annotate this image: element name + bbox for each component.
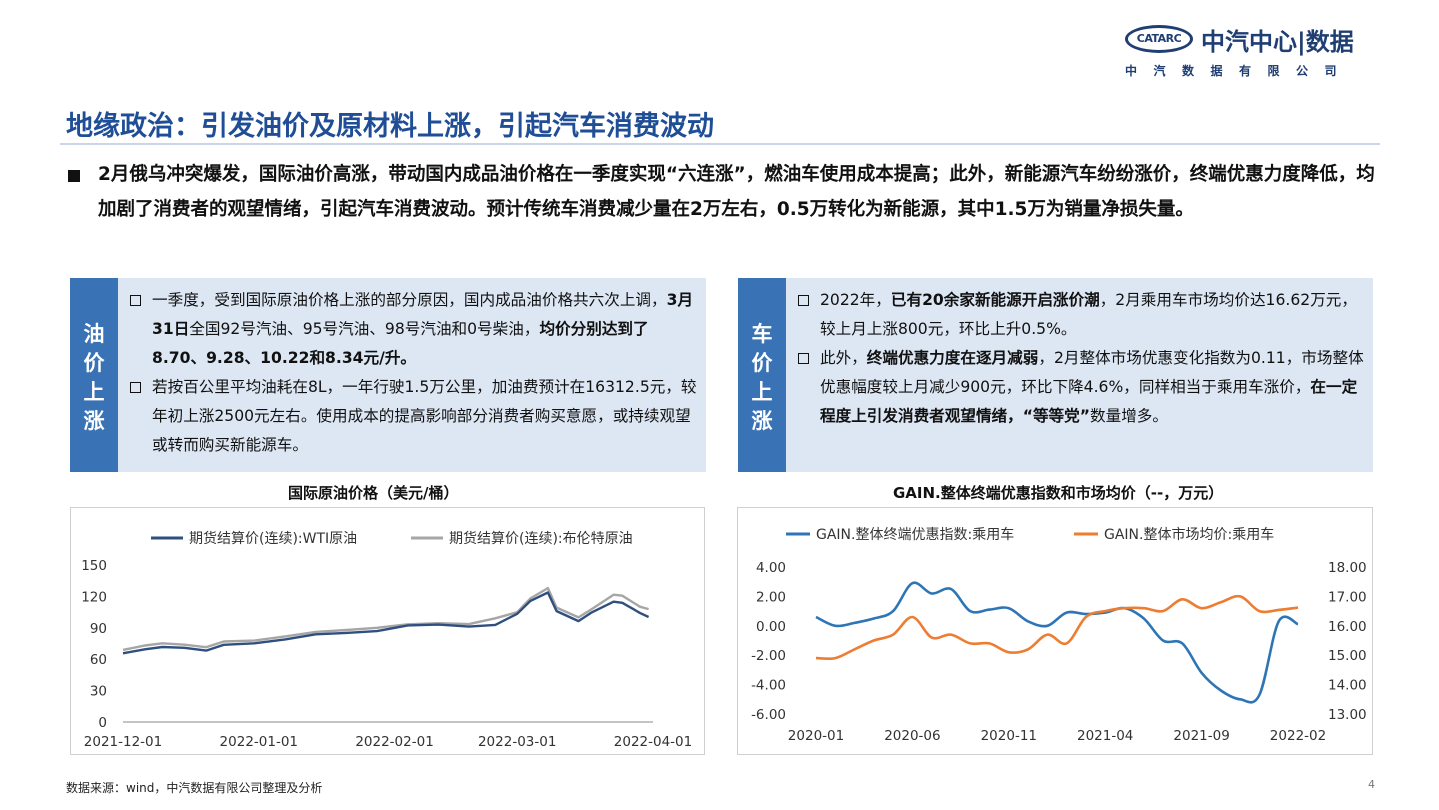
gain-chart-title: GAIN.整体终端优惠指数和市场均价（--，万元）: [893, 484, 1224, 502]
x-tick-label: 2021-09: [1173, 728, 1229, 744]
right-y-tick-label: 14.00: [1328, 678, 1367, 694]
x-tick-label: 2022-04-01: [614, 734, 692, 750]
y-tick-label: 60: [90, 652, 107, 668]
left-y-tick-label: -2.00: [751, 648, 786, 664]
emphasis-text: 在一定程度上引发消费者观望情绪，“等等党”: [820, 378, 1358, 425]
right-y-tick-label: 13.00: [1328, 707, 1367, 723]
car-panel-sidebar: 车 价 上 涨: [738, 278, 786, 472]
intro-paragraph: 2月俄乌冲突爆发，国际油价高涨，带动国内成品油价格在一季度实现“六连涨”，燃油车…: [98, 164, 1375, 220]
brand-name: 中汽中心|数据: [1201, 28, 1354, 56]
y-tick-label: 150: [81, 558, 107, 574]
legend-label: 期货结算价(连续):WTI原油: [189, 530, 357, 547]
series-line-0: [122, 591, 650, 655]
legend-label: 期货结算价(连续):布伦特原油: [449, 530, 633, 547]
emphasis-text: 已有20余家新能源开启涨价潮: [890, 291, 1100, 309]
square-bullet-icon: [68, 170, 80, 182]
checkbox-bullet-icon: [130, 295, 141, 306]
text: 数量增多。: [1090, 407, 1168, 425]
checkbox-bullet-icon: [130, 382, 141, 393]
side-char: 上: [83, 380, 105, 404]
right-y-tick-label: 17.00: [1328, 589, 1367, 605]
x-tick-label: 2021-12-01: [84, 734, 162, 750]
x-tick-label: 2022-02-01: [355, 734, 433, 750]
page-number: 4: [1368, 778, 1375, 791]
text: 若按百公里平均油耗在8L，一年行驶1.5万公里，加油费预计在16312.5元，较…: [152, 378, 697, 454]
left-y-tick-label: -6.00: [751, 707, 786, 723]
series-line-0: [815, 581, 1299, 704]
oil-price-panel: 油 价 上 涨 一季度，受到国际原油价格上涨的部分原因，国内成品油价格共六次上调…: [70, 278, 706, 472]
x-tick-label: 2020-11: [981, 728, 1037, 744]
x-tick-label: 2020-01: [788, 728, 844, 744]
left-y-tick-label: 2.00: [756, 589, 786, 605]
series-line-1: [122, 586, 649, 652]
checkbox-bullet-icon: [798, 353, 809, 364]
left-y-tick-label: 4.00: [756, 560, 786, 576]
car-price-panel: 车 价 上 涨 2022年，已有20余家新能源开启涨价潮，2月乘用车市场均价达1…: [738, 278, 1373, 472]
x-tick-label: 2022-03-01: [478, 734, 556, 750]
oil-panel-body: 一季度，受到国际原油价格上涨的部分原因，国内成品油价格共六次上调，3月31日全国…: [130, 286, 698, 460]
company-subtitle: 中汽数据有限公司: [1125, 64, 1354, 78]
y-tick-label: 0: [98, 715, 107, 731]
catarc-logo-mark: CATARC: [1125, 25, 1193, 53]
car-panel-label: 车 价 上 涨: [738, 320, 786, 436]
gain-chart-frame: 4.00 2.00 0.00 -2.00 -4.00 -6.00 18.00 17.00 16.…: [737, 507, 1373, 755]
car-panel-body: 2022年，已有20余家新能源开启涨价潮，2月乘用车市场均价达16.62万元，较…: [798, 286, 1366, 431]
car-point-1: 2022年，已有20余家新能源开启涨价潮，2月乘用车市场均价达16.62万元，较…: [798, 286, 1366, 344]
series-line-1: [815, 594, 1299, 661]
x-tick-label: 2021-04: [1077, 728, 1133, 744]
y-tick-label: 30: [90, 684, 107, 700]
x-tick-label: 2022-01-01: [220, 734, 298, 750]
oil-panel-label: 油 价 上 涨: [70, 320, 118, 436]
side-char: 车: [751, 322, 773, 346]
oil-point-1: 一季度，受到国际原油价格上涨的部分原因，国内成品油价格共六次上调，3月31日全国…: [130, 286, 698, 373]
checkbox-bullet-icon: [798, 295, 809, 306]
side-char: 涨: [751, 409, 773, 433]
text: 此外，: [820, 349, 867, 367]
legend-label: GAIN.整体终端优惠指数:乘用车: [816, 526, 1014, 543]
right-y-tick-label: 15.00: [1328, 648, 1367, 664]
oil-panel-sidebar: 油 价 上 涨: [70, 278, 118, 472]
oil-point-2: 若按百公里平均油耗在8L，一年行驶1.5万公里，加油费预计在16312.5元，较…: [130, 373, 698, 460]
y-tick-label: 120: [81, 589, 107, 605]
y-tick-label: 90: [90, 621, 107, 637]
page-title: 地缘政治：引发油价及原材料上涨，引起汽车消费波动: [66, 111, 714, 142]
data-source-note: 数据来源：wind，中汽数据有限公司整理及分析: [66, 781, 323, 795]
text: 一季度，受到国际原油价格上涨的部分原因，国内成品油价格共六次上调，: [152, 291, 667, 309]
text: ，2月整体市场优惠变化指数为0.11，市场整体优惠幅度较上月减少900元，环比下…: [820, 349, 1364, 396]
emphasis-text: 3月31日: [152, 291, 694, 338]
x-tick-label: 2020-06: [884, 728, 940, 744]
left-y-tick-label: -4.00: [751, 678, 786, 694]
side-char: 油: [83, 322, 105, 346]
oil-price-chart: 0 30 60 90 120 150 2021-12-01 2022-01-01 2022-02…: [81, 530, 692, 750]
left-y-tick-label: 0.00: [756, 619, 786, 635]
oil-chart-frame: 0 30 60 90 120 150 2021-12-01 2022-01-01 2022-02…: [70, 507, 705, 755]
oil-chart-title: 国际原油价格（美元/桶）: [288, 484, 459, 502]
right-y-tick-label: 18.00: [1328, 560, 1367, 576]
side-char: 上: [751, 380, 773, 404]
side-char: 涨: [83, 409, 105, 433]
gain-index-chart: 4.00 2.00 0.00 -2.00 -4.00 -6.00 18.00 17.00 16.…: [751, 526, 1367, 744]
text: ，2月乘用车市场均价达16.62万元，较上月上涨800元，环比上升0.5%。: [820, 291, 1357, 338]
emphasis-text: 均价分别达到了8.70、9.28、10.22和8.34元/升。: [152, 320, 649, 367]
legend-label: GAIN.整体市场均价:乘用车: [1104, 526, 1274, 543]
emphasis-text: 终端优惠力度在逐月减弱: [866, 349, 1039, 367]
text: 全国92号汽油、95号汽油、98号汽油和0号柴油，: [189, 320, 540, 338]
company-logo: CATARC 中汽中心|数据 中汽数据有限公司: [1125, 22, 1375, 82]
right-y-tick-label: 16.00: [1328, 619, 1367, 635]
car-point-2: 此外，终端优惠力度在逐月减弱，2月整体市场优惠变化指数为0.11，市场整体优惠幅…: [798, 344, 1366, 431]
side-char: 价: [83, 351, 105, 375]
title-divider: [60, 143, 1380, 145]
text: 2022年，: [820, 291, 891, 309]
side-char: 价: [751, 351, 773, 375]
x-tick-label: 2022-02: [1270, 728, 1326, 744]
